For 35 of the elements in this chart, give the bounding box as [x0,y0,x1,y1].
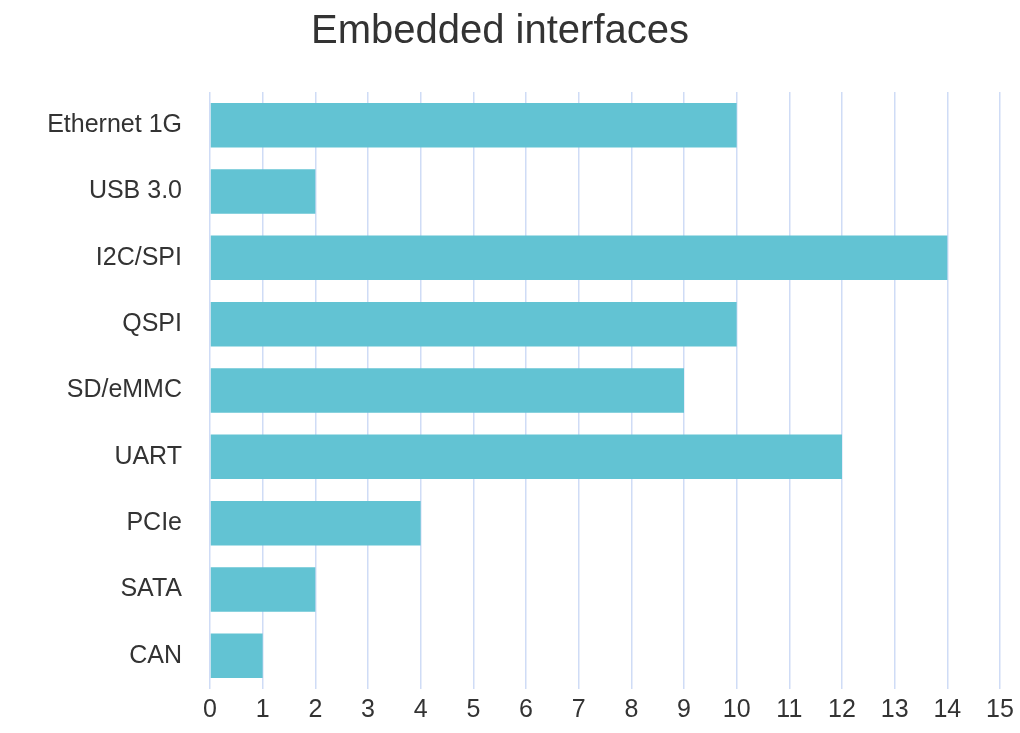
x-tick-label: 13 [880,693,909,722]
bar [210,102,737,148]
y-tick-label: SATA [120,573,183,602]
x-tick-label: 15 [986,693,1014,722]
bar [210,301,737,347]
x-tick-label: 11 [776,693,803,722]
bar [210,169,316,214]
y-tick-label: PCIe [126,507,182,536]
x-tick-label: 5 [466,693,481,722]
bar [210,567,316,612]
bar [210,500,421,546]
bar [210,368,684,413]
x-tick-label: 12 [828,693,856,722]
x-tick-label: 14 [933,693,962,722]
x-tick-label: 3 [361,693,375,722]
y-tick-label: UART [114,440,182,469]
x-tick-label: 1 [255,693,270,722]
x-tick-label: 0 [203,693,217,722]
bar [210,434,842,480]
x-tick-label: 7 [571,693,586,722]
y-tick-label: QSPI [122,308,182,337]
x-tick-label: 10 [722,693,751,722]
y-tick-label: Ethernet 1G [47,109,182,138]
x-tick-label: 2 [308,693,323,722]
bar [210,235,948,281]
y-tick-label: I2C/SPI [95,241,182,270]
x-tick-label: 4 [413,693,428,722]
x-tick-label: 9 [677,693,691,722]
x-tick-label: 8 [624,693,639,722]
y-tick-label: CAN [129,639,182,668]
y-tick-label: USB 3.0 [88,175,182,204]
chart-title: Embedded interfaces [310,7,690,52]
x-tick-label: 6 [519,693,533,722]
y-tick-label: SD/eMMC [66,374,182,403]
bar [210,633,263,679]
